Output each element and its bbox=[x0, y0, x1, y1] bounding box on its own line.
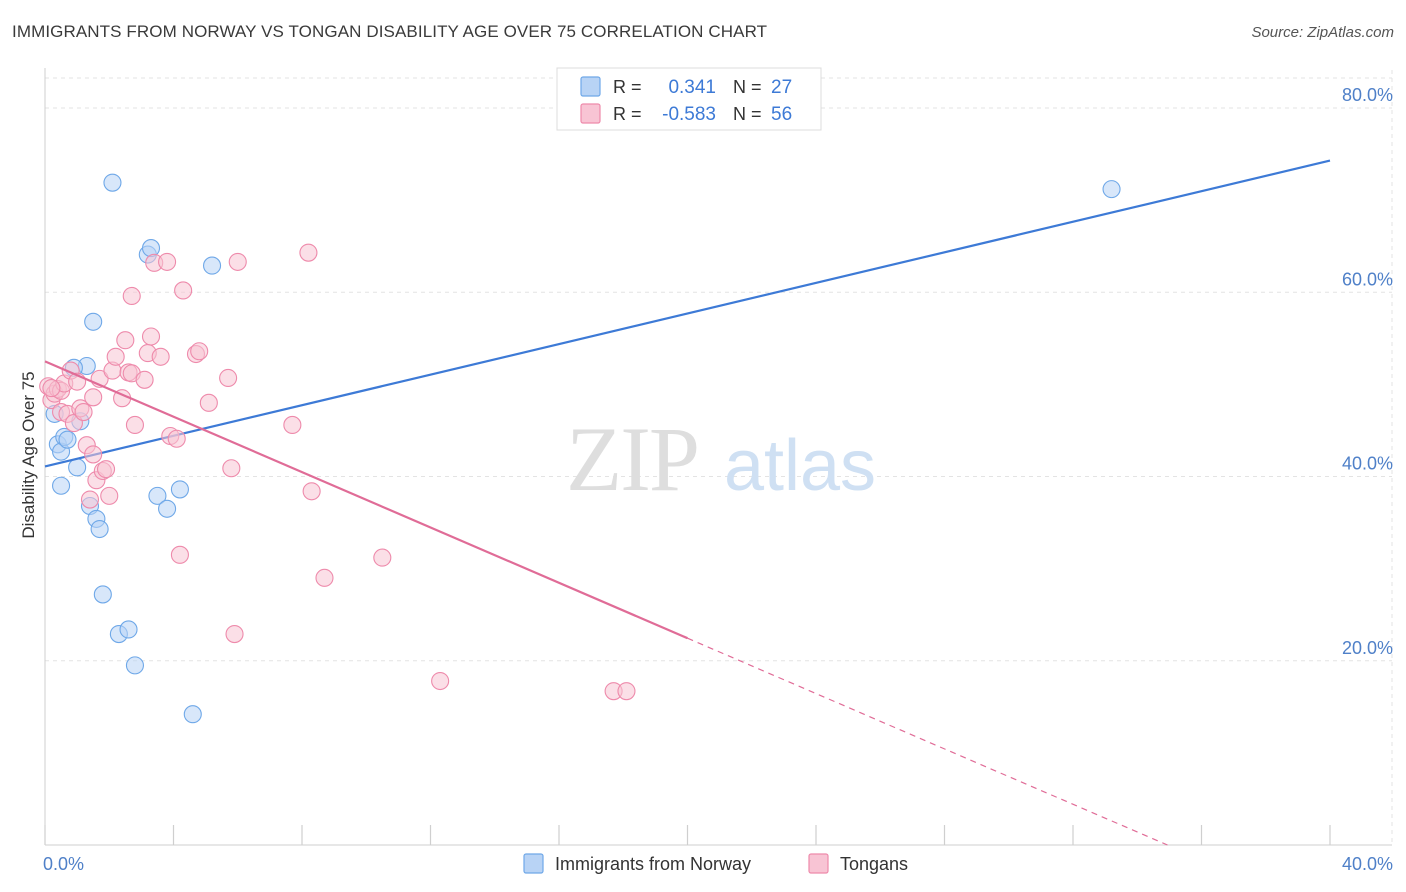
data-point bbox=[158, 252, 177, 271]
data-point bbox=[228, 252, 247, 271]
label-layer: 20.0% 40.0% 60.0% 80.0% 0.0% 40.0% bbox=[43, 85, 1393, 874]
series-tongans bbox=[39, 243, 1168, 846]
y-axis-label: Disability Age Over 75 bbox=[19, 371, 38, 538]
data-point bbox=[174, 281, 193, 300]
data-point bbox=[283, 415, 302, 434]
x-tick-label: 40.0% bbox=[1342, 854, 1393, 874]
axes-layer bbox=[44, 68, 1392, 846]
data-point bbox=[148, 486, 167, 505]
stats-legend-n-value-norway: 27 bbox=[771, 77, 792, 98]
source-credit: Source: ZipAtlas.com bbox=[1251, 24, 1394, 41]
data-point bbox=[80, 490, 100, 509]
data-point bbox=[84, 312, 103, 331]
data-point bbox=[84, 445, 103, 464]
data-point bbox=[170, 480, 189, 499]
y-tick-label: 60.0% bbox=[1342, 269, 1393, 289]
data-point bbox=[225, 625, 244, 644]
data-point bbox=[1102, 180, 1121, 199]
data-point bbox=[106, 347, 125, 366]
trend-line-extension bbox=[687, 637, 1168, 846]
data-point bbox=[170, 545, 189, 564]
data-point bbox=[96, 460, 116, 479]
data-point bbox=[167, 429, 186, 448]
data-point bbox=[125, 656, 144, 675]
data-point bbox=[222, 459, 241, 478]
stats-legend-n-value-tongans: 56 bbox=[771, 104, 792, 125]
stats-legend: R = 0.341 N = 27 R = -0.583 N = 56 bbox=[556, 67, 822, 131]
data-point bbox=[141, 239, 161, 258]
stats-legend-swatch-tongans bbox=[580, 103, 601, 124]
series-legend: Immigrants from Norway Tongans bbox=[523, 853, 908, 874]
y-tick-label: 40.0% bbox=[1342, 454, 1393, 474]
data-point bbox=[373, 548, 392, 567]
y-tick-label: 80.0% bbox=[1342, 85, 1393, 105]
chart-title: IMMIGRANTS FROM NORWAY VS TONGAN DISABIL… bbox=[12, 22, 768, 41]
data-point bbox=[135, 370, 154, 389]
y-tick-label: 20.0% bbox=[1342, 638, 1393, 658]
data-point bbox=[100, 486, 119, 505]
data-point bbox=[90, 519, 109, 539]
data-point bbox=[122, 286, 141, 306]
data-point bbox=[183, 705, 202, 724]
data-point bbox=[58, 430, 77, 449]
x-tick-label: 0.0% bbox=[43, 854, 84, 874]
stats-legend-r-label-tongans: R = bbox=[613, 104, 642, 124]
series-legend-swatch-tongans bbox=[808, 853, 829, 874]
watermark-atlas: atlas bbox=[724, 426, 876, 506]
data-point bbox=[151, 347, 170, 366]
data-point bbox=[116, 331, 135, 350]
data-point bbox=[219, 368, 238, 388]
data-point bbox=[42, 379, 61, 398]
stats-legend-n-label-norway: N = bbox=[733, 77, 762, 97]
trend-line bbox=[44, 159, 1331, 468]
trend-line bbox=[44, 360, 688, 640]
data-point bbox=[199, 393, 218, 412]
data-point bbox=[617, 682, 636, 701]
series-legend-swatch-norway bbox=[523, 853, 544, 874]
data-point bbox=[431, 671, 450, 691]
data-point bbox=[302, 482, 321, 501]
stats-legend-r-value-tongans: -0.583 bbox=[662, 104, 716, 125]
series-legend-label-tongans: Tongans bbox=[840, 854, 908, 874]
stats-legend-r-label-norway: R = bbox=[613, 77, 642, 97]
data-point bbox=[103, 173, 122, 192]
stats-legend-r-value-norway: 0.341 bbox=[668, 77, 716, 98]
data-point bbox=[74, 402, 93, 422]
data-point bbox=[158, 499, 177, 518]
watermark-zip: ZIP bbox=[566, 408, 698, 510]
data-point bbox=[52, 476, 71, 495]
data-point bbox=[299, 243, 318, 262]
stats-legend-n-label-tongans: N = bbox=[733, 104, 762, 124]
series-legend-label-norway: Immigrants from Norway bbox=[555, 854, 751, 874]
data-point bbox=[93, 585, 112, 604]
data-point bbox=[119, 620, 138, 639]
data-point bbox=[84, 388, 103, 407]
data-point bbox=[125, 415, 144, 434]
data-point bbox=[315, 568, 334, 587]
data-point bbox=[190, 342, 209, 361]
watermark: ZIP atlas bbox=[566, 408, 876, 510]
stats-legend-box bbox=[556, 67, 822, 131]
stats-legend-swatch-norway bbox=[580, 76, 601, 97]
data-point bbox=[68, 458, 87, 477]
data-point bbox=[141, 327, 161, 346]
series-layer bbox=[39, 159, 1331, 846]
data-point bbox=[203, 256, 222, 275]
grid-layer bbox=[45, 70, 1393, 845]
